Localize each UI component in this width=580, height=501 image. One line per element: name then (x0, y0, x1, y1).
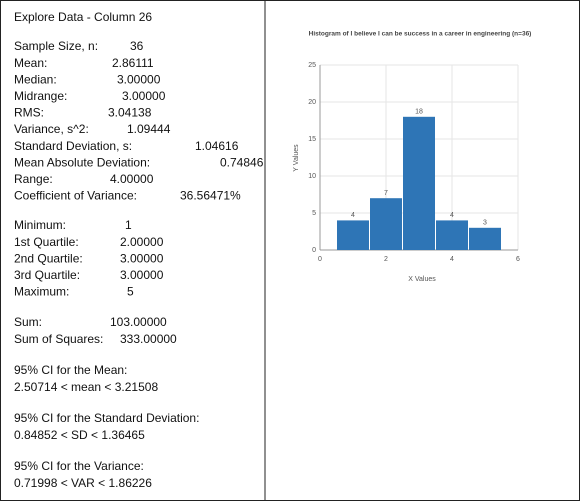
stat-label: Maximum: (14, 285, 69, 299)
data-label: 7 (384, 190, 388, 197)
stat-value: 1.09444 (127, 122, 171, 136)
stat-label: 1st Quartile: (14, 235, 79, 249)
x-tick-label: 6 (516, 256, 520, 263)
x-tick-label: 0 (318, 256, 322, 263)
panel-title: Explore Data - Column 26 (14, 10, 152, 24)
y-tick-label: 5 (312, 210, 316, 217)
stat-label: Variance, s^2: (14, 122, 89, 136)
stat-value: 1.04616 (195, 139, 239, 153)
stat-value: 2.86111 (112, 56, 154, 70)
ci-text: 2.50714 < mean < 3.21508 (14, 380, 158, 394)
ci-heading: 95% CI for the Standard Deviation: (14, 411, 199, 425)
bar (469, 227, 501, 250)
y-tick-label: 15 (308, 136, 316, 143)
stat-value: 2.00000 (120, 235, 164, 249)
stat-value: 36.56471% (180, 189, 241, 203)
stat-value: 103.00000 (110, 315, 167, 329)
ci-text: 0.71998 < VAR < 1.86226 (14, 476, 152, 490)
stat-value: 5 (127, 285, 134, 299)
bar (370, 198, 402, 250)
stat-value: 0.74846 (220, 155, 264, 169)
stat-label: RMS: (14, 106, 44, 120)
stat-value: 333.00000 (120, 332, 177, 346)
stat-label: Midrange: (14, 89, 67, 103)
data-label: 4 (450, 212, 454, 219)
x-axis-label: X Values (408, 276, 436, 283)
x-tick-label: 4 (450, 256, 454, 263)
stat-label: 2nd Quartile: (14, 251, 83, 265)
stat-value: 3.00000 (120, 251, 164, 265)
y-tick-label: 20 (308, 99, 316, 106)
stat-label: Sum of Squares: (14, 332, 103, 346)
data-label: 18 (415, 109, 423, 116)
stat-value: 3.00000 (122, 89, 166, 103)
stat-label: Sample Size, n: (14, 39, 98, 53)
stat-label: Range: (14, 172, 53, 186)
stat-value: 3.00000 (117, 72, 161, 86)
stat-value: 1 (125, 218, 132, 232)
stat-label: Mean: (14, 56, 47, 70)
y-axis-label: Y Values (293, 144, 300, 172)
stat-label: 3rd Quartile: (14, 268, 80, 282)
stat-label: Minimum: (14, 218, 66, 232)
stat-value: 3.04138 (108, 106, 152, 120)
stat-label: Standard Deviation, s: (14, 139, 132, 153)
ci-heading: 95% CI for the Variance: (14, 459, 144, 473)
ci-text: 0.84852 < SD < 1.36465 (14, 428, 145, 442)
bar (403, 116, 435, 250)
stat-label: Sum: (14, 315, 42, 329)
stat-label: Median: (14, 72, 57, 86)
stat-value: 36 (130, 39, 144, 53)
bar (337, 220, 369, 250)
bar (436, 220, 468, 250)
stat-label: Coefficient of Variance: (14, 189, 137, 203)
x-tick-label: 2 (384, 256, 388, 263)
y-tick-label: 0 (312, 247, 316, 254)
stat-value: 4.00000 (110, 172, 154, 186)
data-label: 3 (483, 220, 487, 227)
data-label: 4 (351, 212, 355, 219)
stat-label: Mean Absolute Deviation: (14, 155, 150, 169)
ci-heading: 95% CI for the Mean: (14, 363, 127, 377)
chart-title: Histogram of I believe I can be success … (309, 31, 532, 38)
stat-value: 3.00000 (120, 268, 164, 282)
y-tick-label: 25 (308, 62, 316, 69)
y-tick-label: 10 (308, 173, 316, 180)
